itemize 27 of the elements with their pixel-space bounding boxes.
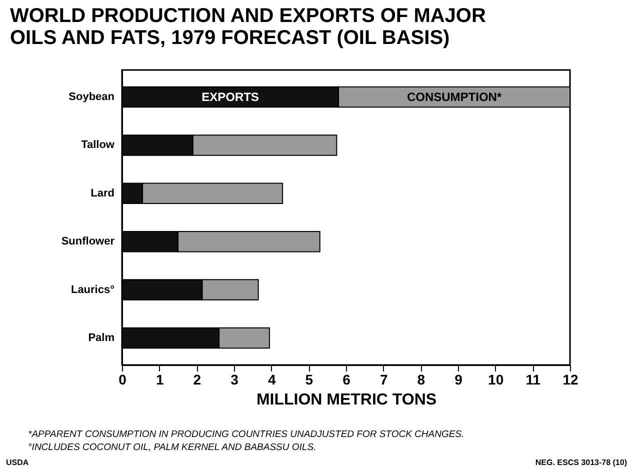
y-tick-label: Sunflower xyxy=(61,236,116,248)
x-tick-label: 7 xyxy=(380,372,388,388)
x-tick-label: 5 xyxy=(305,372,314,388)
x-tick-label: 11 xyxy=(526,372,541,388)
x-tick-label: 3 xyxy=(230,372,239,388)
series-label: EXPORTS xyxy=(202,90,259,104)
x-tick-label: 12 xyxy=(562,372,578,388)
text: *APPARENT CONSUMPTION IN PRODUCING COUNTRIES UNADJUSTED FOR STOCK CHANGES. xyxy=(28,428,464,441)
x-tick-label: 8 xyxy=(417,372,426,388)
x-tick-label: 2 xyxy=(193,372,202,388)
y-tick-label: Lard xyxy=(90,187,114,200)
series-label: CONSUMPTION* xyxy=(406,90,502,104)
y-tick-label: Tallow xyxy=(81,139,115,152)
x-tick-label: 0 xyxy=(118,372,127,388)
text: °INCLUDES COCONUT OIL, PALM KERNEL AND BABASSU OILS. xyxy=(28,441,318,454)
text: NEG. ESCS 3013-78 (10) xyxy=(535,458,627,467)
text: USDA xyxy=(6,458,29,467)
x-tick-label: 10 xyxy=(488,372,504,388)
y-tick-label: Palm xyxy=(88,332,115,344)
x-tick-label: 1 xyxy=(156,372,164,388)
x-tick-label: 4 xyxy=(268,372,276,388)
x-tick-label: 6 xyxy=(342,372,351,388)
chart-title: WORLD PRODUCTION AND EXPORTS OF MAJOR OILS AND FATS, 1979 FORECAST (OIL BASIS) xyxy=(10,5,486,49)
x-axis-title: MILLION METRIC TONS xyxy=(256,392,437,408)
y-tick-label: Soybean xyxy=(68,90,115,103)
x-tick-label: 9 xyxy=(454,372,463,388)
y-tick-label: Laurics° xyxy=(70,284,114,296)
